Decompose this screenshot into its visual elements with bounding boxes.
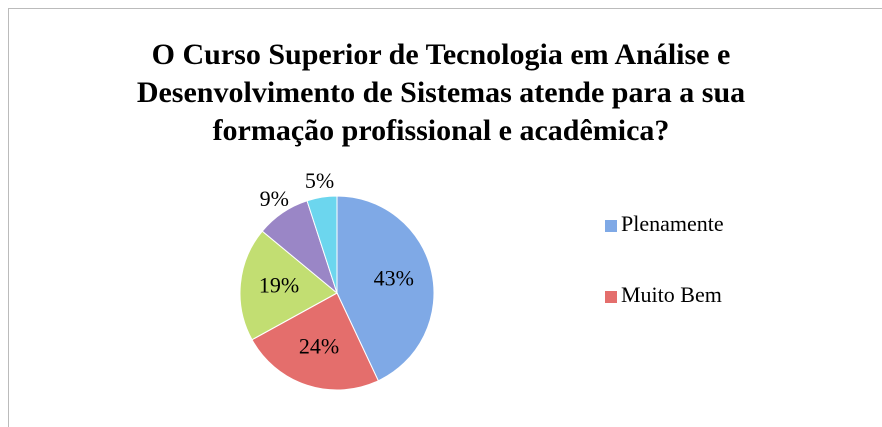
pie-slice — [306, 195, 338, 294]
legend-swatch — [605, 220, 617, 232]
chart-title: O Curso Superior de Tecnologia em Anális… — [136, 38, 746, 147]
data-label: 19% — [259, 273, 299, 298]
pie-slice — [239, 230, 338, 341]
data-label: 5% — [305, 168, 334, 193]
legend-label: Plenamente — [621, 211, 724, 236]
data-label: 43% — [374, 265, 414, 290]
data-label: 24% — [299, 333, 339, 358]
pie-slice — [336, 195, 435, 382]
data-label: 9% — [260, 186, 289, 211]
pie-slice — [251, 292, 379, 391]
legend-swatch — [605, 291, 617, 303]
legend-label: Muito Bem — [621, 282, 722, 307]
